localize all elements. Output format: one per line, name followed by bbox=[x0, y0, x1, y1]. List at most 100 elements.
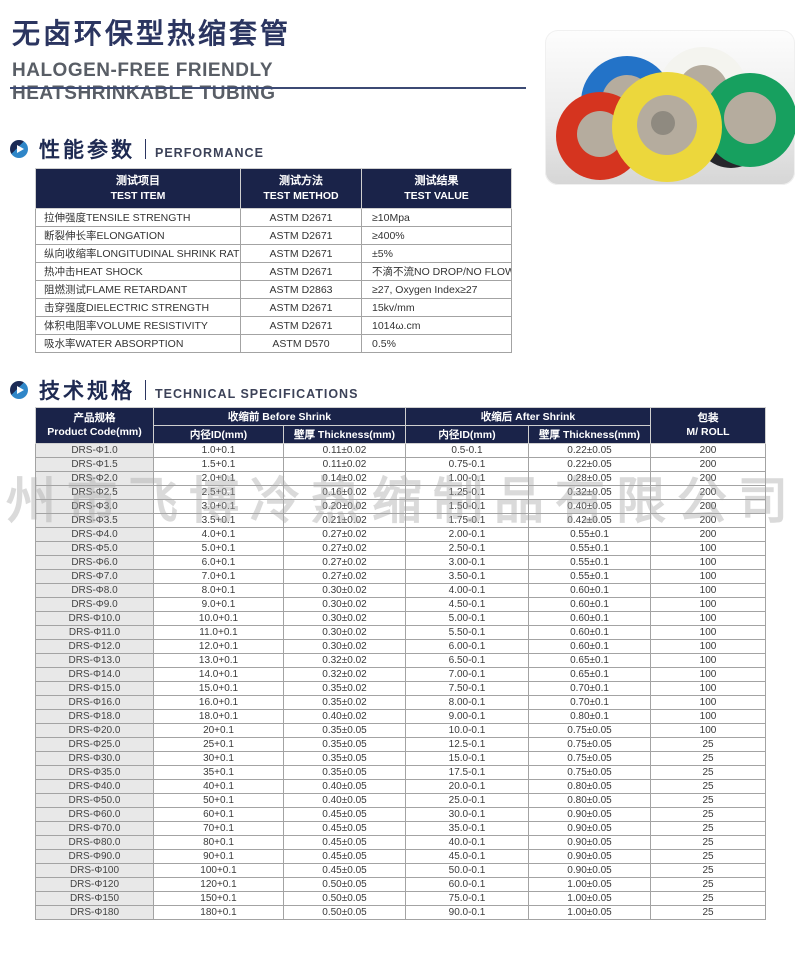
table-cell: 50+0.1 bbox=[153, 793, 284, 808]
product-code-cell: DRS-Φ25.0 bbox=[35, 737, 154, 752]
table-row: DRS-Φ6.0 6.0+0.1 0.27±0.02 3.00-0.1 0.55±0.1… bbox=[35, 555, 767, 570]
table-cell: 0.32±0.02 bbox=[283, 667, 406, 682]
table-row: DRS-Φ14.0 14.0+0.1 0.32±0.02 7.00-0.1 0.65±0… bbox=[35, 667, 767, 682]
product-code-cell: DRS-Φ3.0 bbox=[35, 499, 154, 514]
table-cell: 体积电阻率VOLUME RESISTIVITY bbox=[35, 316, 241, 335]
subtitle-line-2: HEATSHRINKABLE TUBING bbox=[12, 83, 276, 105]
table-cell: 25.0-0.1 bbox=[405, 793, 529, 808]
product-code-cell: DRS-Φ80.0 bbox=[35, 835, 154, 850]
product-code-cell: DRS-Φ120 bbox=[35, 877, 154, 892]
colgroup-after-shrink: 收缩后 After Shrink bbox=[404, 407, 652, 426]
table-cell: 吸水率WATER ABSORPTION bbox=[35, 334, 241, 353]
table-cell: 0.30±0.02 bbox=[283, 583, 406, 598]
table-cell: 15.0-0.1 bbox=[405, 751, 529, 766]
col-test-value: 测试结果 TEST VALUE bbox=[361, 168, 512, 209]
table-cell: 5.50-0.1 bbox=[405, 625, 529, 640]
table-row: DRS-Φ120 120+0.1 0.50±0.05 60.0-0.1 1.00±0.0… bbox=[35, 877, 767, 892]
table-row: DRS-Φ3.0 3.0+0.1 0.20±0.02 1.50-0.1 0.40±0.0… bbox=[35, 499, 767, 514]
product-code-cell: DRS-Φ2.0 bbox=[35, 471, 154, 486]
table-row: DRS-Φ35.0 35+0.1 0.35±0.05 17.5-0.1 0.75±0.0… bbox=[35, 765, 767, 780]
table-cell: 25 bbox=[650, 849, 767, 864]
table-cell: 0.35±0.05 bbox=[283, 737, 406, 752]
table-cell: 12.5-0.1 bbox=[405, 737, 529, 752]
table-cell: 200 bbox=[650, 443, 767, 458]
performance-header-row: 测试项目 TEST ITEM 测试方法 TEST METHOD 测试结果 TES… bbox=[35, 168, 512, 209]
product-code-cell: DRS-Φ18.0 bbox=[35, 709, 154, 724]
table-cell: 1.50-0.1 bbox=[405, 499, 529, 514]
table-cell: 1.00±0.05 bbox=[527, 877, 652, 892]
table-cell: 3.50-0.1 bbox=[405, 569, 529, 584]
table-cell: 25 bbox=[650, 737, 767, 752]
table-cell: 0.32±0.05 bbox=[527, 485, 652, 500]
table-cell: 90+0.1 bbox=[153, 849, 284, 864]
performance-section-header: 性能参数 PERFORMANCE bbox=[10, 134, 264, 164]
table-cell: 0.80±0.05 bbox=[527, 779, 652, 794]
product-code-cell: DRS-Φ40.0 bbox=[35, 779, 154, 794]
table-cell: 纵向收缩率LONGITUDINAL SHRINK RATIO bbox=[35, 244, 241, 263]
col-product-code: 产品规格 Product Code(mm) bbox=[35, 407, 154, 444]
table-cell: 4.0+0.1 bbox=[153, 527, 284, 542]
product-code-cell: DRS-Φ50.0 bbox=[35, 793, 154, 808]
table-cell: 6.00-0.1 bbox=[405, 639, 529, 654]
table-cell: 0.16±0.02 bbox=[283, 485, 406, 500]
table-cell: 25 bbox=[650, 877, 767, 892]
specs-section-header: 技术规格 TECHNICAL SPECIFICATIONS bbox=[10, 375, 358, 405]
table-cell: 0.40±0.05 bbox=[283, 779, 406, 794]
table-row: DRS-Φ16.0 16.0+0.1 0.35±0.02 8.00-0.1 0.70±0… bbox=[35, 695, 767, 710]
table-row: DRS-Φ5.0 5.0+0.1 0.27±0.02 2.50-0.1 0.55±0.1… bbox=[35, 541, 767, 556]
table-cell: 击穿强度DIELECTRIC STRENGTH bbox=[35, 298, 241, 317]
product-code-cell: DRS-Φ2.5 bbox=[35, 485, 154, 500]
table-cell: 100 bbox=[650, 611, 767, 626]
table-cell: 0.40±0.02 bbox=[283, 709, 406, 724]
table-cell: 0.27±0.02 bbox=[283, 555, 406, 570]
table-cell: 5.0+0.1 bbox=[153, 541, 284, 556]
table-cell: 不滴不流NO DROP/NO FLOW bbox=[361, 262, 512, 281]
table-cell: 0.45±0.05 bbox=[283, 863, 406, 878]
page-title: 无卤环保型热缩套管 bbox=[12, 17, 292, 50]
table-cell: 0.22±0.05 bbox=[527, 443, 652, 458]
col-test-item: 测试项目 TEST ITEM bbox=[35, 168, 241, 209]
table-row: 热冲击HEAT SHOCK ASTM D2671 不滴不流NO DROP/NO FL… bbox=[35, 262, 512, 281]
table-cell: 100 bbox=[650, 569, 767, 584]
table-cell: 0.27±0.02 bbox=[283, 527, 406, 542]
table-cell: 0.45±0.05 bbox=[283, 807, 406, 822]
page-subtitle: HALOGEN-FREE FRIENDLY HEATSHRINKABLE TUB… bbox=[12, 59, 532, 105]
table-cell: 0.22±0.05 bbox=[527, 457, 652, 472]
table-row: DRS-Φ40.0 40+0.1 0.40±0.05 20.0-0.1 0.80±0.0… bbox=[35, 779, 767, 794]
table-cell: 0.55±0.1 bbox=[527, 555, 652, 570]
table-cell: 0.32±0.02 bbox=[283, 653, 406, 668]
col-test-method: 测试方法 TEST METHOD bbox=[240, 168, 362, 209]
table-cell: 0.65±0.1 bbox=[527, 667, 652, 682]
table-cell: 0.60±0.1 bbox=[527, 625, 652, 640]
table-cell: 0.30±0.02 bbox=[283, 625, 406, 640]
table-cell: 25 bbox=[650, 905, 767, 920]
table-row: 吸水率WATER ABSORPTION ASTM D570 0.5% bbox=[35, 334, 512, 353]
colgroup-before-shrink: 收缩前 Before Shrink bbox=[153, 407, 406, 426]
product-code-cell: DRS-Φ1.5 bbox=[35, 457, 154, 472]
col-after-id: 内径ID(mm) bbox=[405, 425, 529, 444]
table-cell: 200 bbox=[650, 499, 767, 514]
specs-heading-en: TECHNICAL SPECIFICATIONS bbox=[155, 386, 359, 401]
table-cell: 0.50±0.05 bbox=[283, 891, 406, 906]
table-cell: 25 bbox=[650, 793, 767, 808]
table-cell: ±5% bbox=[361, 244, 512, 263]
table-cell: ASTM D2671 bbox=[240, 208, 362, 227]
performance-heading-en: PERFORMANCE bbox=[155, 145, 264, 160]
product-code-cell: DRS-Φ20.0 bbox=[35, 723, 154, 738]
product-code-cell: DRS-Φ90.0 bbox=[35, 849, 154, 864]
table-row: DRS-Φ30.0 30+0.1 0.35±0.05 15.0-0.1 0.75±0.0… bbox=[35, 751, 767, 766]
table-cell: 16.0+0.1 bbox=[153, 695, 284, 710]
table-cell: 0.90±0.05 bbox=[527, 849, 652, 864]
table-cell: 3.5+0.1 bbox=[153, 513, 284, 528]
product-photo bbox=[545, 30, 795, 185]
performance-heading-cn: 性能参数 bbox=[39, 138, 135, 162]
table-cell: 0.35±0.02 bbox=[283, 681, 406, 696]
table-cell: 80+0.1 bbox=[153, 835, 284, 850]
table-row: 断裂伸长率ELONGATION ASTM D2671 ≥400% bbox=[35, 226, 512, 245]
col-packing-cn: 包装 bbox=[697, 412, 719, 425]
table-cell: 2.5+0.1 bbox=[153, 485, 284, 500]
table-cell: 0.5-0.1 bbox=[405, 443, 529, 458]
table-cell: ASTM D2863 bbox=[240, 280, 362, 299]
table-cell: 0.40±0.05 bbox=[283, 793, 406, 808]
table-row: DRS-Φ2.0 2.0+0.1 0.14±0.02 1.00-0.1 0.28±0.0… bbox=[35, 471, 767, 486]
